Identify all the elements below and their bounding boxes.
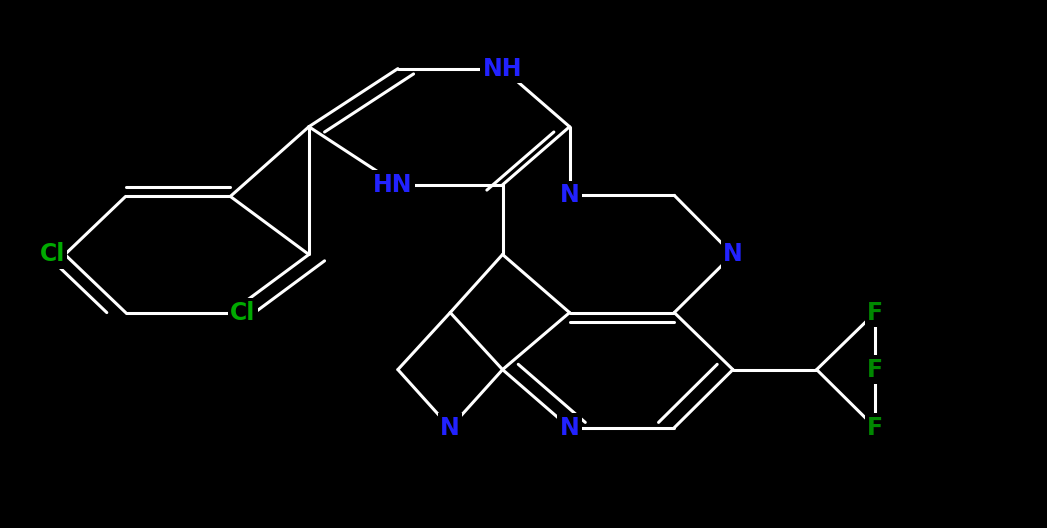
Text: N: N bbox=[560, 416, 579, 440]
Text: HN: HN bbox=[373, 173, 413, 197]
Text: F: F bbox=[867, 300, 884, 325]
Text: N: N bbox=[723, 242, 742, 267]
Text: Cl: Cl bbox=[230, 300, 255, 325]
Text: F: F bbox=[867, 357, 884, 382]
Text: F: F bbox=[867, 416, 884, 440]
Text: N: N bbox=[441, 416, 460, 440]
Text: N: N bbox=[560, 183, 579, 208]
Text: NH: NH bbox=[483, 56, 522, 81]
Text: Cl: Cl bbox=[40, 242, 65, 267]
